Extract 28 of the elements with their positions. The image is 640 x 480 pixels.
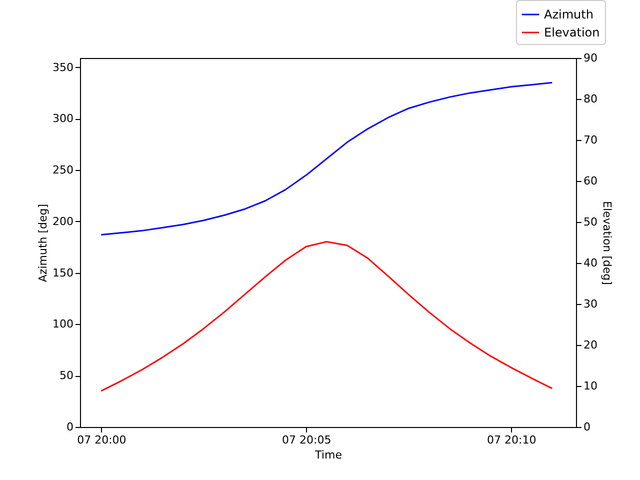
y-tick-label: 150 — [52, 266, 74, 280]
x-tick-label: 07 20:10 — [486, 434, 536, 446]
x-tick-label: 07 20:05 — [282, 434, 332, 446]
y-tick-label: 250 — [52, 164, 74, 177]
y2-tick-label: 70 — [584, 134, 598, 146]
y-axis-title: Azimuth [deg] — [36, 204, 50, 282]
y2-tick-label: 50 — [584, 216, 598, 228]
line-series — [100, 82, 553, 236]
line-series — [100, 240, 553, 392]
legend-label: Azimuth — [544, 8, 594, 22]
y-tick-label: 50 — [60, 369, 74, 382]
y2-tick-label: 0 — [584, 420, 590, 434]
y2-tick-label: 10 — [584, 380, 598, 392]
y-tick-label: 350 — [52, 60, 74, 74]
legend-label: Elevation — [544, 26, 600, 40]
y2-tick-label: 30 — [584, 298, 598, 310]
y-tick-label: 100 — [52, 318, 74, 331]
y2-axis-title: Elevation [deg] — [600, 201, 614, 285]
x-axis-title: Time — [314, 448, 342, 462]
x-tick-label: 07 20:00 — [77, 434, 126, 446]
y-tick-label: 200 — [52, 214, 74, 228]
y2-tick-label: 90 — [584, 52, 598, 64]
y-tick-label: 0 — [66, 420, 74, 434]
y2-tick-label: 60 — [584, 174, 598, 188]
y2-tick-label: 40 — [584, 256, 598, 270]
y-tick-label: 300 — [52, 112, 74, 126]
y2-tick-label: 80 — [584, 92, 598, 106]
y2-tick-label: 20 — [584, 338, 598, 352]
